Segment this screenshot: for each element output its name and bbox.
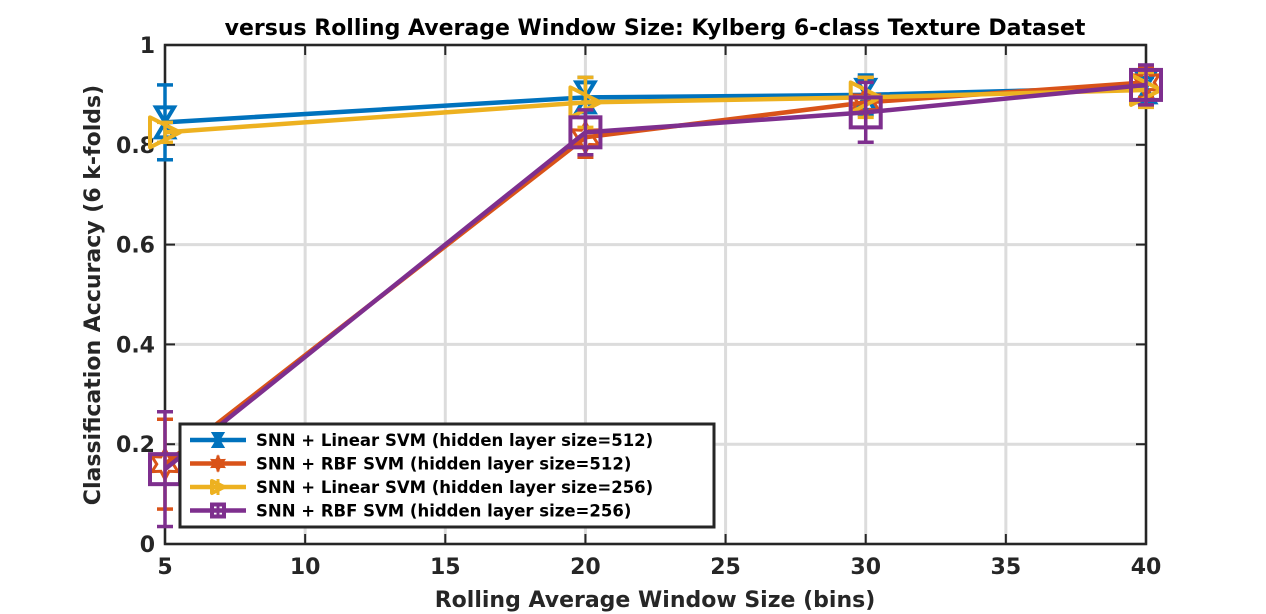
y-tick-label: 0 [140, 533, 155, 558]
legend-label: SNN + RBF SVM (hidden layer size=512) [256, 455, 631, 474]
series-line [164, 87, 1147, 135]
axes-box [163, 43, 1148, 546]
square-marker [848, 95, 883, 130]
series-4 [148, 63, 1163, 529]
y-axis-title: Classification Accuracy (6 k-folds) [81, 85, 106, 505]
hexagram-marker [210, 454, 226, 473]
square-marker [210, 502, 226, 519]
x-tick-label: 20 [570, 555, 601, 580]
series-line [163, 82, 1147, 471]
legend-label: SNN + Linear SVM (hidden layer size=512) [256, 431, 653, 450]
x-tick-label: 40 [1131, 555, 1162, 580]
x-tick-label: 15 [430, 555, 461, 580]
y-tick-label: 1 [140, 34, 155, 59]
legend: SNN + Linear SVM (hidden layer size=512)… [178, 422, 716, 529]
x-tick-label: 10 [290, 555, 321, 580]
triangle-marker [148, 115, 182, 150]
square-marker [1129, 67, 1163, 102]
x-tick-label: 5 [157, 555, 172, 580]
hourglass-marker [210, 432, 226, 448]
triangle-marker [210, 479, 226, 495]
legend-label: SNN + RBF SVM (hidden layer size=256) [256, 502, 631, 521]
chart-title: versus Rolling Average Window Size: Kylb… [225, 16, 1086, 41]
x-axis-title: Rolling Average Window Size (bins) [435, 588, 876, 613]
legend-box [178, 422, 716, 529]
square-marker [568, 115, 603, 150]
legend-label: SNN + Linear SVM (hidden layer size=256) [256, 478, 653, 497]
x-tick-label: 25 [710, 555, 741, 580]
series-layer [148, 63, 1163, 529]
y-tick-label: 0.6 [116, 234, 155, 259]
y-tick-label: 0.4 [116, 333, 155, 358]
x-tick-label: 30 [850, 555, 881, 580]
x-tick-label: 35 [991, 555, 1022, 580]
